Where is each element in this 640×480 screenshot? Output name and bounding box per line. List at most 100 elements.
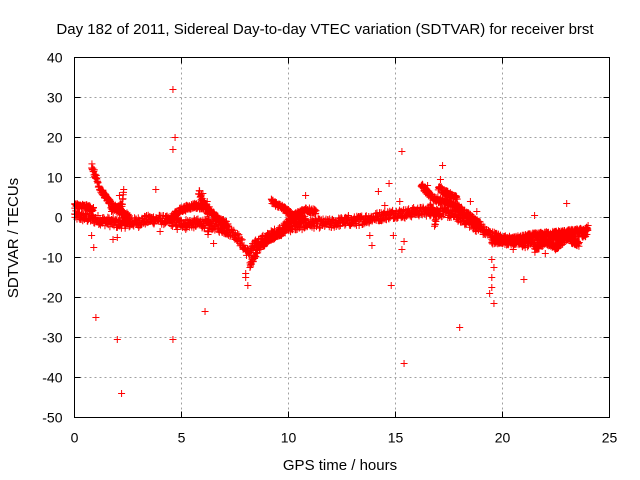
data-point	[488, 284, 496, 291]
y-tick-label: 30	[47, 90, 63, 106]
data-points	[71, 86, 592, 397]
x-tick-label: 15	[388, 430, 404, 446]
data-point	[552, 244, 560, 251]
y-tick-label: 40	[47, 50, 63, 66]
data-point	[169, 336, 177, 343]
data-point	[387, 282, 395, 289]
data-point	[205, 220, 213, 228]
data-point	[488, 256, 496, 263]
data-point	[381, 202, 389, 209]
data-point	[541, 250, 549, 257]
data-point	[246, 264, 254, 271]
data-point	[169, 146, 177, 153]
y-tick-label: 0	[55, 210, 63, 226]
data-point	[118, 390, 126, 397]
data-point	[584, 222, 592, 229]
data-point	[531, 212, 539, 219]
data-point	[424, 182, 432, 189]
data-point	[466, 198, 474, 205]
data-point	[573, 238, 581, 245]
chart-title: Day 182 of 2011, Sidereal Day-to-day VTE…	[56, 21, 594, 38]
data-point	[374, 188, 382, 195]
data-point	[368, 242, 376, 249]
data-point	[486, 290, 494, 297]
y-tick-label: -50	[42, 410, 62, 426]
data-point	[436, 176, 444, 183]
data-point	[169, 86, 177, 93]
data-point	[400, 360, 408, 367]
x-axis-label: GPS time / hours	[283, 457, 397, 474]
data-point	[385, 180, 393, 187]
data-point	[203, 198, 211, 205]
data-point	[302, 192, 310, 199]
data-point	[135, 224, 143, 231]
data-point	[182, 226, 190, 233]
y-tick-label: -30	[42, 330, 62, 346]
data-point	[477, 220, 485, 228]
y-tick-label: -40	[42, 370, 62, 386]
data-point	[389, 232, 397, 239]
data-point	[242, 274, 250, 281]
data-point	[152, 186, 160, 193]
data-point	[456, 324, 464, 331]
data-point	[396, 198, 404, 205]
data-point	[400, 238, 408, 245]
data-point	[199, 190, 207, 197]
data-point	[201, 308, 209, 315]
data-point	[327, 224, 335, 231]
data-point	[355, 222, 363, 229]
x-tick-label: 20	[495, 430, 511, 446]
data-point	[244, 282, 252, 289]
data-point	[431, 220, 439, 228]
data-point	[473, 208, 481, 215]
data-point	[453, 195, 461, 203]
data-point	[490, 300, 498, 307]
data-point	[438, 212, 446, 220]
x-tick-label: 25	[602, 430, 618, 446]
y-axis-label: SDTVAR / TECUs	[5, 178, 22, 298]
data-point	[509, 246, 517, 253]
y-tick-label: 10	[47, 170, 63, 186]
data-point	[113, 336, 121, 343]
data-point	[89, 204, 97, 212]
data-point	[301, 215, 309, 223]
data-point	[312, 207, 320, 215]
data-point	[90, 166, 98, 174]
data-point	[398, 246, 406, 253]
data-point	[335, 222, 343, 230]
data-point	[490, 264, 498, 271]
data-point	[173, 226, 181, 233]
data-point	[204, 230, 212, 238]
data-point	[92, 314, 100, 321]
data-point	[90, 244, 98, 251]
data-point	[156, 228, 164, 235]
x-tick-label: 0	[71, 430, 79, 446]
plot-frame	[74, 57, 610, 418]
data-point	[210, 240, 218, 247]
data-point	[113, 234, 121, 241]
y-tick-label: -20	[42, 290, 62, 306]
data-point	[516, 238, 524, 245]
data-point	[231, 236, 239, 243]
data-point	[563, 200, 571, 207]
y-tick-label: 20	[47, 130, 63, 146]
x-tick-label: 5	[178, 430, 186, 446]
grid-lines	[74, 57, 610, 418]
data-point	[198, 191, 206, 199]
data-point	[366, 232, 374, 239]
data-point	[488, 274, 496, 281]
data-point	[238, 236, 246, 244]
y-tick-label: -10	[42, 250, 62, 266]
data-point	[88, 232, 96, 239]
data-point	[109, 236, 117, 243]
data-point	[520, 276, 528, 283]
data-point	[115, 192, 123, 199]
data-point	[230, 226, 238, 234]
data-point	[224, 222, 232, 230]
data-point	[234, 230, 242, 238]
data-point	[120, 186, 128, 193]
data-point	[171, 134, 179, 141]
data-point	[344, 212, 352, 219]
data-point	[398, 148, 406, 155]
